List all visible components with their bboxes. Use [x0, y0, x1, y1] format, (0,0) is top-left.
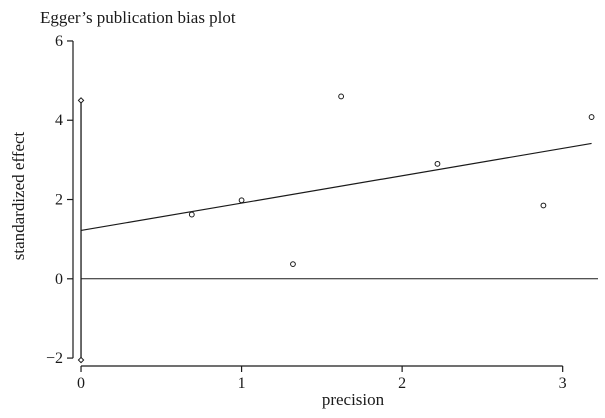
data-point [589, 115, 594, 120]
x-tick-label: 0 [77, 375, 85, 392]
x-tick-label: 3 [559, 375, 567, 392]
x-tick-label: 2 [398, 375, 406, 392]
chart-title: Egger’s publication bias plot [40, 8, 236, 27]
axes: −2 0 2 4 6 0 1 2 3 [46, 33, 567, 392]
y-tick-label: −2 [46, 350, 63, 367]
data-point [189, 212, 194, 217]
x-axis-label: precision [322, 390, 385, 409]
y-tick-label: 0 [55, 271, 63, 288]
data-marks [189, 94, 594, 266]
intercept-ci-end [78, 357, 83, 362]
data-point [435, 161, 440, 166]
y-tick-label: 4 [55, 112, 63, 129]
y-tick-label: 6 [55, 33, 63, 50]
data-point [339, 94, 344, 99]
reference-layer [78, 98, 598, 363]
x-tick-label: 1 [238, 375, 246, 392]
intercept-ci-end [78, 98, 83, 103]
data-point [291, 262, 296, 267]
y-tick-label: 2 [55, 192, 63, 209]
regression-line [81, 143, 592, 230]
y-axis-label: standardized effect [9, 131, 28, 260]
data-point [541, 203, 546, 208]
data-point [239, 198, 244, 203]
